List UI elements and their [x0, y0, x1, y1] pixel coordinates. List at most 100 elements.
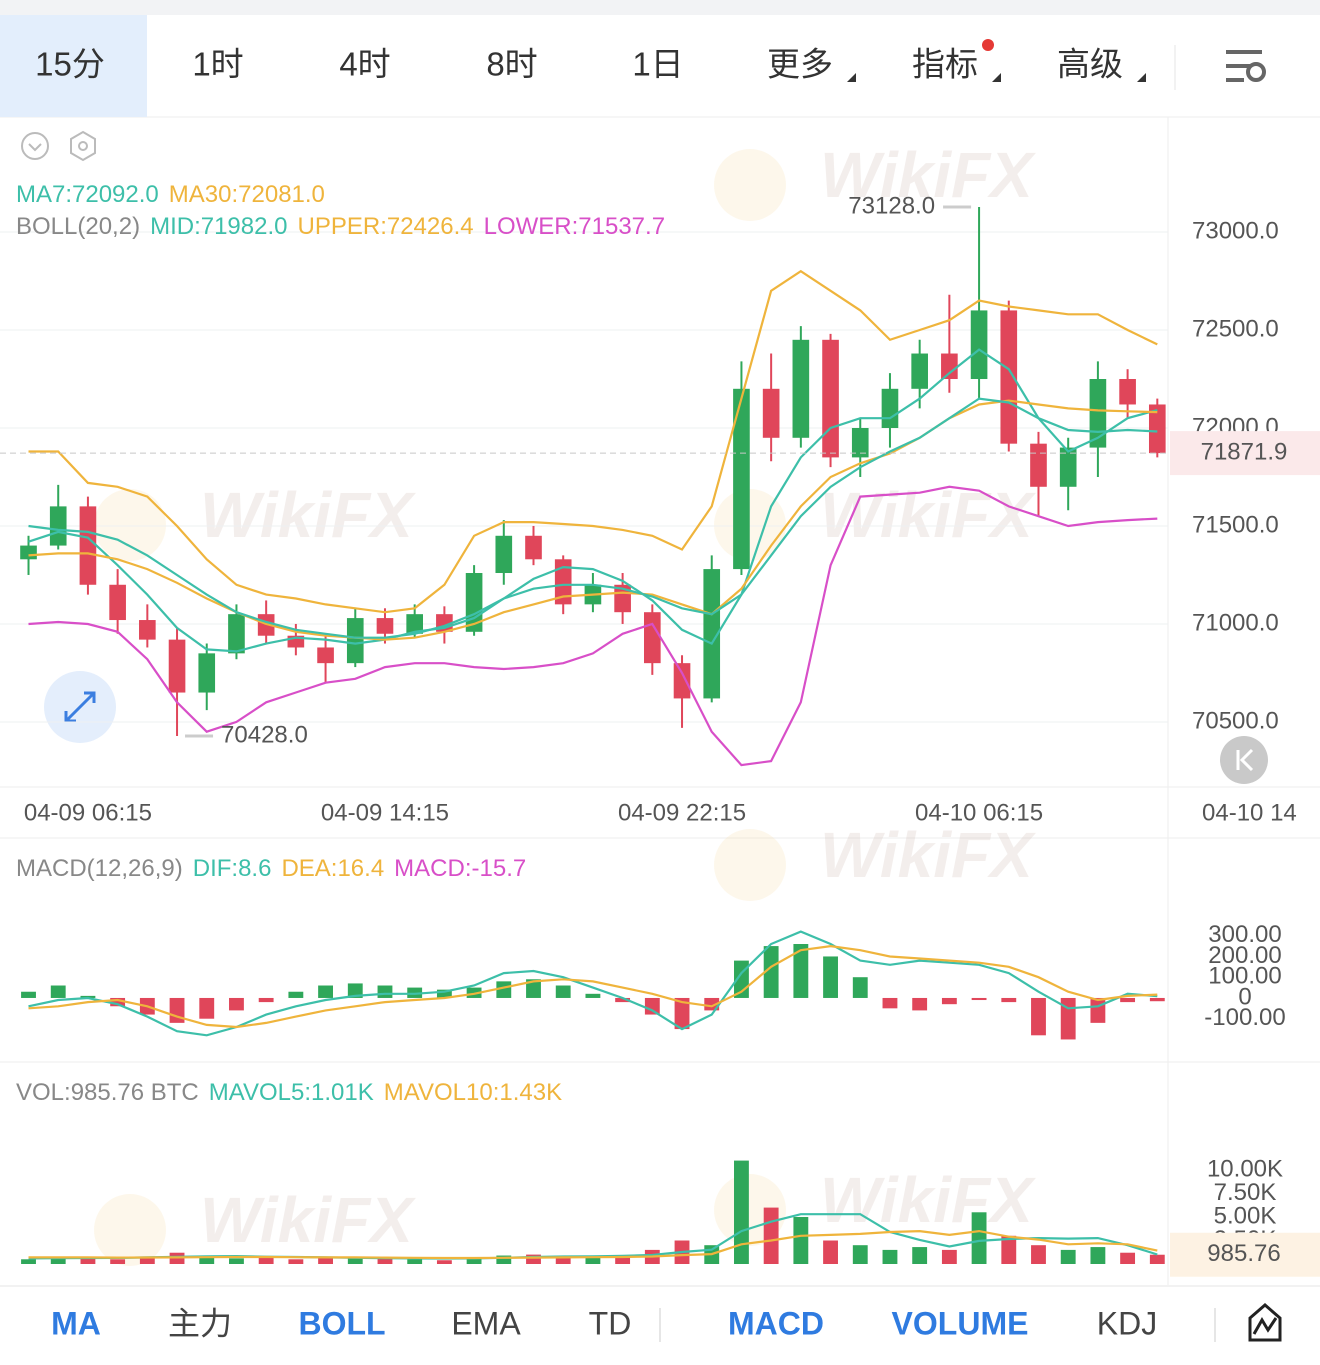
candle-body [881, 388, 899, 428]
indicator-tab[interactable]: VOLUME [892, 1305, 1029, 1341]
panel-icons[interactable] [21, 130, 96, 162]
time-tab[interactable]: 1时 [192, 46, 243, 83]
x-tick-label: 04-10 06:15 [915, 799, 1043, 826]
volume-bar [793, 1216, 809, 1264]
volume-bar [347, 1257, 363, 1264]
candle-body [970, 310, 988, 380]
watermark-logo [714, 149, 786, 221]
volume-bar [526, 1254, 541, 1264]
candle-body [614, 584, 631, 613]
legend-entry: MACD:-15.7 [394, 855, 526, 882]
macd-bar [526, 979, 541, 998]
volume-bar [1149, 1254, 1165, 1264]
candle-body [1148, 404, 1166, 454]
legend-entry: MA7:72092.0 [16, 181, 159, 208]
active-tab-bg [0, 15, 147, 117]
volume-bar [823, 1240, 838, 1264]
macd-bar [704, 997, 720, 1011]
volume-bar [971, 1212, 987, 1264]
watermark: WikiFX [200, 1184, 416, 1256]
y-tick-label: 300.00 [1208, 921, 1281, 948]
draw-tool-icon[interactable] [1248, 1303, 1282, 1342]
x-tick-label: 04-09 06:15 [24, 799, 152, 826]
volume-bar [1090, 1247, 1106, 1264]
volume-bar [199, 1255, 215, 1264]
watermark: WikiFX [200, 479, 416, 551]
macd-bar [674, 997, 690, 1030]
candle-body [317, 647, 334, 664]
legend-entry: UPPER:72426.4 [298, 213, 474, 240]
boll-line [28, 485, 1158, 767]
volume-bar [377, 1258, 393, 1264]
dropdown-mark [992, 73, 1001, 82]
macd-bar [229, 997, 244, 1011]
macd-bar [347, 983, 363, 998]
volume-bar [50, 1258, 66, 1264]
time-tab[interactable]: 1日 [632, 46, 683, 83]
volume-bar [585, 1257, 601, 1264]
candle-body [198, 653, 216, 693]
time-tab[interactable]: 8时 [486, 46, 537, 83]
macd-bar [912, 997, 928, 1011]
y-tick-label: 71000.0 [1192, 609, 1279, 636]
expand-button[interactable] [44, 671, 116, 743]
volume-bar [436, 1260, 452, 1264]
dropdown-mark [1137, 73, 1146, 82]
volume-bar [734, 1160, 749, 1264]
candle-body [822, 339, 839, 458]
watermark-logo [714, 489, 786, 561]
indicator-tab[interactable]: TD [589, 1305, 632, 1341]
indicator-tab[interactable]: BOLL [298, 1305, 385, 1341]
settings-icon[interactable] [1226, 50, 1266, 82]
legend: BOLL(20,2) MID:71982.0 UPPER:72426.4 LOWER:… [16, 213, 665, 240]
volume-bar [1001, 1235, 1017, 1264]
macd-bar [110, 997, 126, 1007]
macd-bar [971, 997, 987, 1001]
mavol-line [28, 1229, 1158, 1260]
last-volume-box [1170, 1232, 1320, 1277]
time-tab[interactable]: 4时 [339, 46, 390, 83]
volume-bar [318, 1258, 333, 1264]
volume-bar [941, 1249, 957, 1264]
watermark-logo [94, 489, 166, 561]
candle-body [941, 353, 958, 380]
volume-bar [882, 1249, 898, 1264]
x-tick-label: 04-09 14:15 [321, 799, 449, 826]
candle-body [1000, 310, 1018, 444]
candle-body [644, 612, 661, 664]
macd-bar [1001, 997, 1017, 1003]
indicator-tab[interactable]: MACD [728, 1305, 824, 1341]
macd-bar [763, 946, 779, 998]
candle-body [406, 614, 423, 634]
candle-body [1119, 379, 1136, 405]
candle-body [228, 614, 245, 654]
macd-bar [793, 944, 809, 998]
back-button[interactable] [1220, 736, 1268, 784]
indicator-tab[interactable]: EMA [451, 1305, 521, 1341]
legend: MACD(12,26,9) DIF:8.6 DEA:16.4 MACD:-15.7 [16, 855, 526, 882]
volume-bar [852, 1245, 868, 1264]
candle-body [287, 635, 305, 648]
watermark: WikiFX [820, 1164, 1036, 1236]
macd-bar [615, 997, 631, 1003]
macd-bar [1120, 997, 1136, 1003]
y-tick-label: 5.00K [1214, 1202, 1277, 1229]
watermark: WikiFX [820, 819, 1036, 891]
indicator-tab[interactable]: 主力 [168, 1305, 232, 1341]
dropdown-mark [847, 73, 856, 82]
volume-bar [229, 1258, 244, 1264]
candle-body [1059, 447, 1077, 487]
indicator-tab[interactable]: KDJ [1097, 1305, 1157, 1341]
volume-bar [466, 1257, 482, 1264]
y-tick-label: 72500.0 [1192, 315, 1279, 342]
legend-entry: BOLL(20,2) [16, 213, 140, 240]
legend-entry: DIF:8.6 [193, 855, 272, 882]
time-tab[interactable]: 15分 [35, 46, 105, 83]
indicator-tab[interactable]: MA [51, 1305, 101, 1341]
time-tab[interactable]: 高级 [1057, 46, 1123, 83]
time-tab[interactable]: 指标 [912, 46, 978, 83]
time-tab[interactable]: 更多 [767, 46, 833, 83]
y-tick-label: 0 [1238, 983, 1251, 1010]
boll-line [28, 269, 1158, 614]
volume-bar [110, 1259, 126, 1264]
